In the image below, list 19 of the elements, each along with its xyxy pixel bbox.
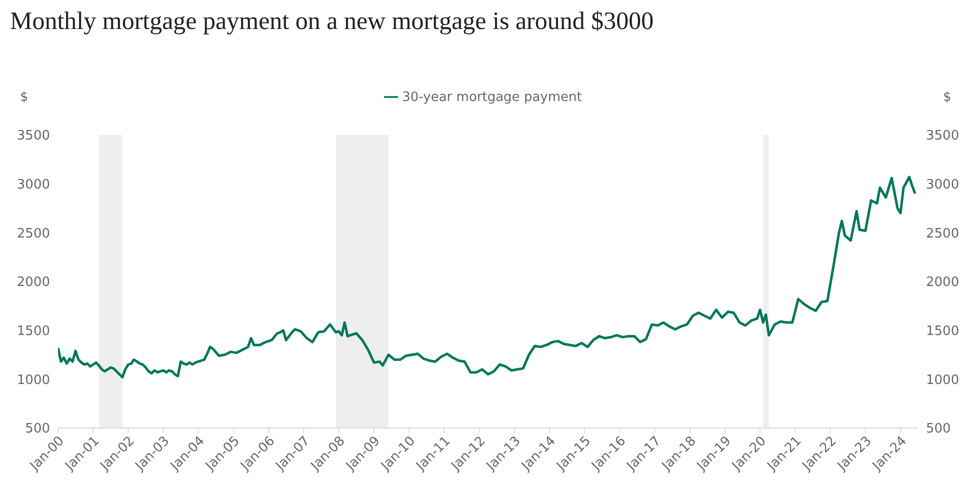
y-tick-label: 500 [25, 422, 50, 437]
y-tick-label: 2500 [16, 226, 50, 242]
y2-tick-label: 1500 [926, 324, 960, 339]
y2-tick-label: 2500 [926, 226, 960, 242]
y2-tick-label: 1000 [926, 372, 960, 388]
y-tick-label: 1500 [16, 324, 50, 339]
y-tick-label: 2000 [16, 275, 50, 290]
y-tick-label: 3500 [16, 128, 50, 144]
y2-axis-title: $ [943, 90, 952, 105]
y-tick-label: 1000 [16, 372, 50, 388]
y-axis-title: $ [20, 90, 28, 105]
line-series [58, 176, 916, 378]
y2-tick-label: 3000 [926, 177, 960, 192]
legend-label: 30-year mortgage payment [402, 90, 582, 105]
y2-tick-label: 2000 [926, 275, 960, 290]
y2-tick-label: 500 [926, 422, 951, 437]
y-tick-label: 3000 [16, 177, 50, 192]
chart-title: Monthly mortgage payment on a new mortgage is around $3000 [10, 8, 654, 36]
y2-tick-label: 3500 [926, 128, 960, 144]
